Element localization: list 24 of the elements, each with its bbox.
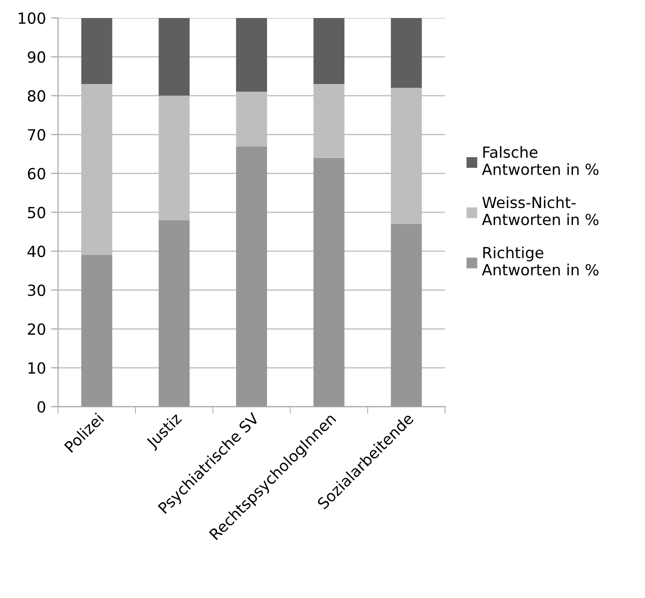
y-tick-label: 40: [28, 246, 46, 258]
y-tick-label: 80: [28, 90, 46, 102]
bar: [81, 255, 112, 407]
y-tick-label: 60: [28, 168, 46, 180]
bar: [158, 18, 190, 96]
bar: [390, 224, 422, 407]
y-tick-label: 70: [28, 129, 46, 141]
bar: [158, 220, 190, 407]
y-tick-label: 20: [28, 323, 46, 335]
bar: [313, 158, 344, 407]
y-tick-label: 90: [28, 51, 46, 63]
legend-label: Richtige Antworten in %: [482, 246, 598, 276]
y-tick-label: 30: [28, 284, 46, 296]
legend-label: Falsche Antworten in %: [482, 146, 598, 176]
bar: [81, 18, 112, 84]
bar: [236, 18, 268, 92]
bar: [390, 18, 422, 88]
y-tick-label: 10: [28, 362, 46, 374]
legend-label: Weiss-Nicht- Antworten in %: [482, 196, 598, 226]
y-tick-label: 0: [38, 401, 46, 413]
bar: [236, 146, 268, 407]
y-tick-label: 50: [28, 206, 46, 218]
y-tick-label: 100: [18, 12, 46, 24]
bar: [313, 18, 344, 84]
